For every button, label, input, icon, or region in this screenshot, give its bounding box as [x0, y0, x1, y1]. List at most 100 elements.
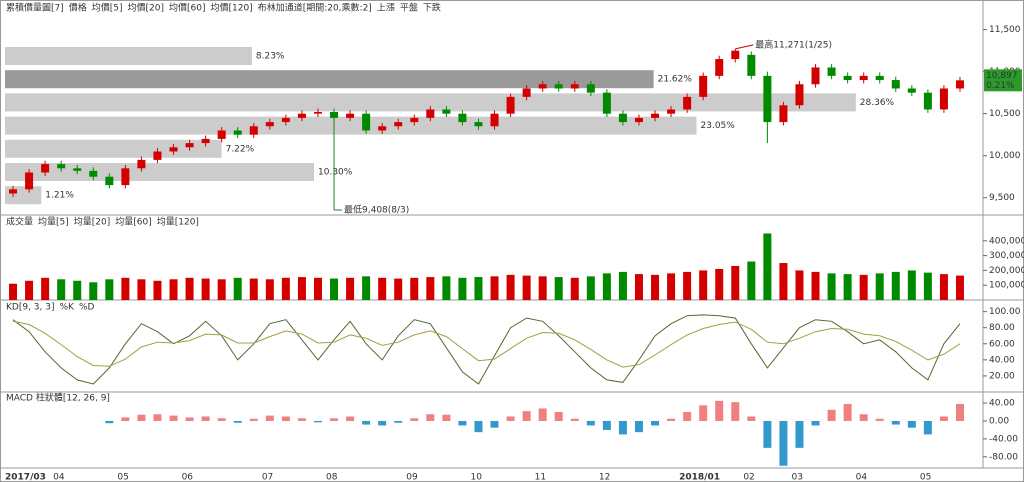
- bar: [683, 412, 692, 421]
- bar: [747, 416, 756, 421]
- legend-label: %K: [59, 303, 75, 313]
- x-tick-label: 08: [326, 473, 338, 482]
- bar: [715, 400, 724, 421]
- candle-body: [522, 88, 531, 97]
- candle-body: [346, 113, 355, 118]
- bar: [634, 420, 643, 433]
- bar: [362, 276, 371, 300]
- candle-body: [73, 168, 82, 171]
- candle-body: [602, 92, 611, 114]
- bar: [522, 275, 531, 300]
- bar: [570, 418, 579, 421]
- x-tick-label: 10: [470, 473, 482, 482]
- bar: [602, 273, 611, 300]
- bar: [153, 280, 162, 300]
- bar: [699, 270, 708, 300]
- candle-body: [490, 113, 499, 127]
- bar: [955, 275, 964, 300]
- candle-body: [827, 67, 836, 76]
- candle-body: [843, 75, 852, 81]
- x-tick-label: 2017/03: [5, 473, 46, 482]
- candle-body: [281, 117, 290, 123]
- profile-bar: [5, 163, 314, 181]
- profile-label: 1.21%: [45, 191, 74, 201]
- candle-body: [859, 75, 868, 81]
- candle-body: [458, 113, 467, 123]
- y-tick-label: 11,500: [989, 25, 1021, 35]
- candle-body: [939, 88, 948, 110]
- candle-body: [330, 112, 339, 118]
- bar: [731, 402, 740, 421]
- x-tick-label: 05: [117, 473, 128, 482]
- y-tick-label: 60.00: [989, 339, 1015, 349]
- candle-body: [747, 54, 756, 76]
- bar: [763, 420, 772, 448]
- bar: [474, 420, 483, 433]
- bar: [57, 279, 66, 300]
- bar: [907, 420, 916, 428]
- candle-body: [811, 67, 820, 85]
- bar: [586, 276, 595, 300]
- candle-body: [586, 84, 595, 93]
- profile-label: 10.30%: [318, 168, 353, 178]
- legend-label: 累積價量圖[7]: [6, 2, 64, 14]
- x-tick-label: 12: [599, 473, 610, 482]
- x-tick-label: 07: [262, 473, 273, 482]
- bar: [490, 420, 499, 428]
- bar: [570, 277, 579, 300]
- candle-body: [442, 109, 451, 114]
- bar: [281, 277, 290, 300]
- bar: [233, 277, 242, 300]
- candle-body: [779, 105, 788, 123]
- bar: [859, 274, 868, 300]
- x-tick-label: 05: [920, 473, 931, 482]
- x-tick-label: 11: [535, 473, 546, 482]
- candle-body: [667, 109, 676, 114]
- bar: [313, 277, 322, 300]
- candle-body: [474, 122, 483, 127]
- bar: [121, 277, 130, 300]
- y-tick-label: 100.00: [989, 307, 1021, 317]
- candle-body: [185, 143, 194, 148]
- bar: [667, 418, 676, 421]
- kd-line: [12, 320, 961, 368]
- profile-bar: [5, 139, 222, 158]
- bar: [827, 409, 836, 421]
- legend-label: 上漲: [377, 3, 395, 14]
- legend-label: 均量[60]: [115, 216, 151, 228]
- profile-bar: [5, 70, 654, 89]
- bar: [442, 414, 451, 421]
- last-price: 10,897: [986, 71, 1018, 81]
- x-tick-label: 09: [406, 473, 418, 482]
- legend-label: 成交量: [6, 216, 33, 228]
- bar: [313, 420, 322, 423]
- legend-label: 平盤: [400, 2, 418, 14]
- y-tick-label: 40.00: [989, 355, 1015, 365]
- legend-label: 均價[120]: [210, 2, 252, 14]
- legend-label: 均量[20]: [74, 216, 110, 228]
- bar: [923, 272, 932, 300]
- candle-body: [410, 117, 419, 123]
- bar: [699, 405, 708, 421]
- bar: [297, 418, 306, 421]
- bar: [25, 280, 34, 300]
- legend-label: 均價[20]: [128, 2, 164, 14]
- bar: [923, 420, 932, 435]
- legend-label: 均價[60]: [169, 2, 205, 14]
- bar: [747, 261, 756, 300]
- bar: [715, 268, 724, 300]
- bar: [474, 277, 483, 300]
- candle-body: [265, 122, 274, 127]
- bar: [169, 279, 178, 300]
- profile-label: 21.62%: [658, 75, 693, 85]
- candle-body: [233, 130, 242, 135]
- bar: [891, 271, 900, 300]
- bar: [827, 273, 836, 300]
- candle-body: [41, 164, 50, 173]
- profile-label: 8.23%: [256, 52, 285, 62]
- bar: [651, 420, 660, 426]
- bar: [875, 418, 884, 421]
- bar: [907, 270, 916, 300]
- candle-body: [362, 113, 371, 131]
